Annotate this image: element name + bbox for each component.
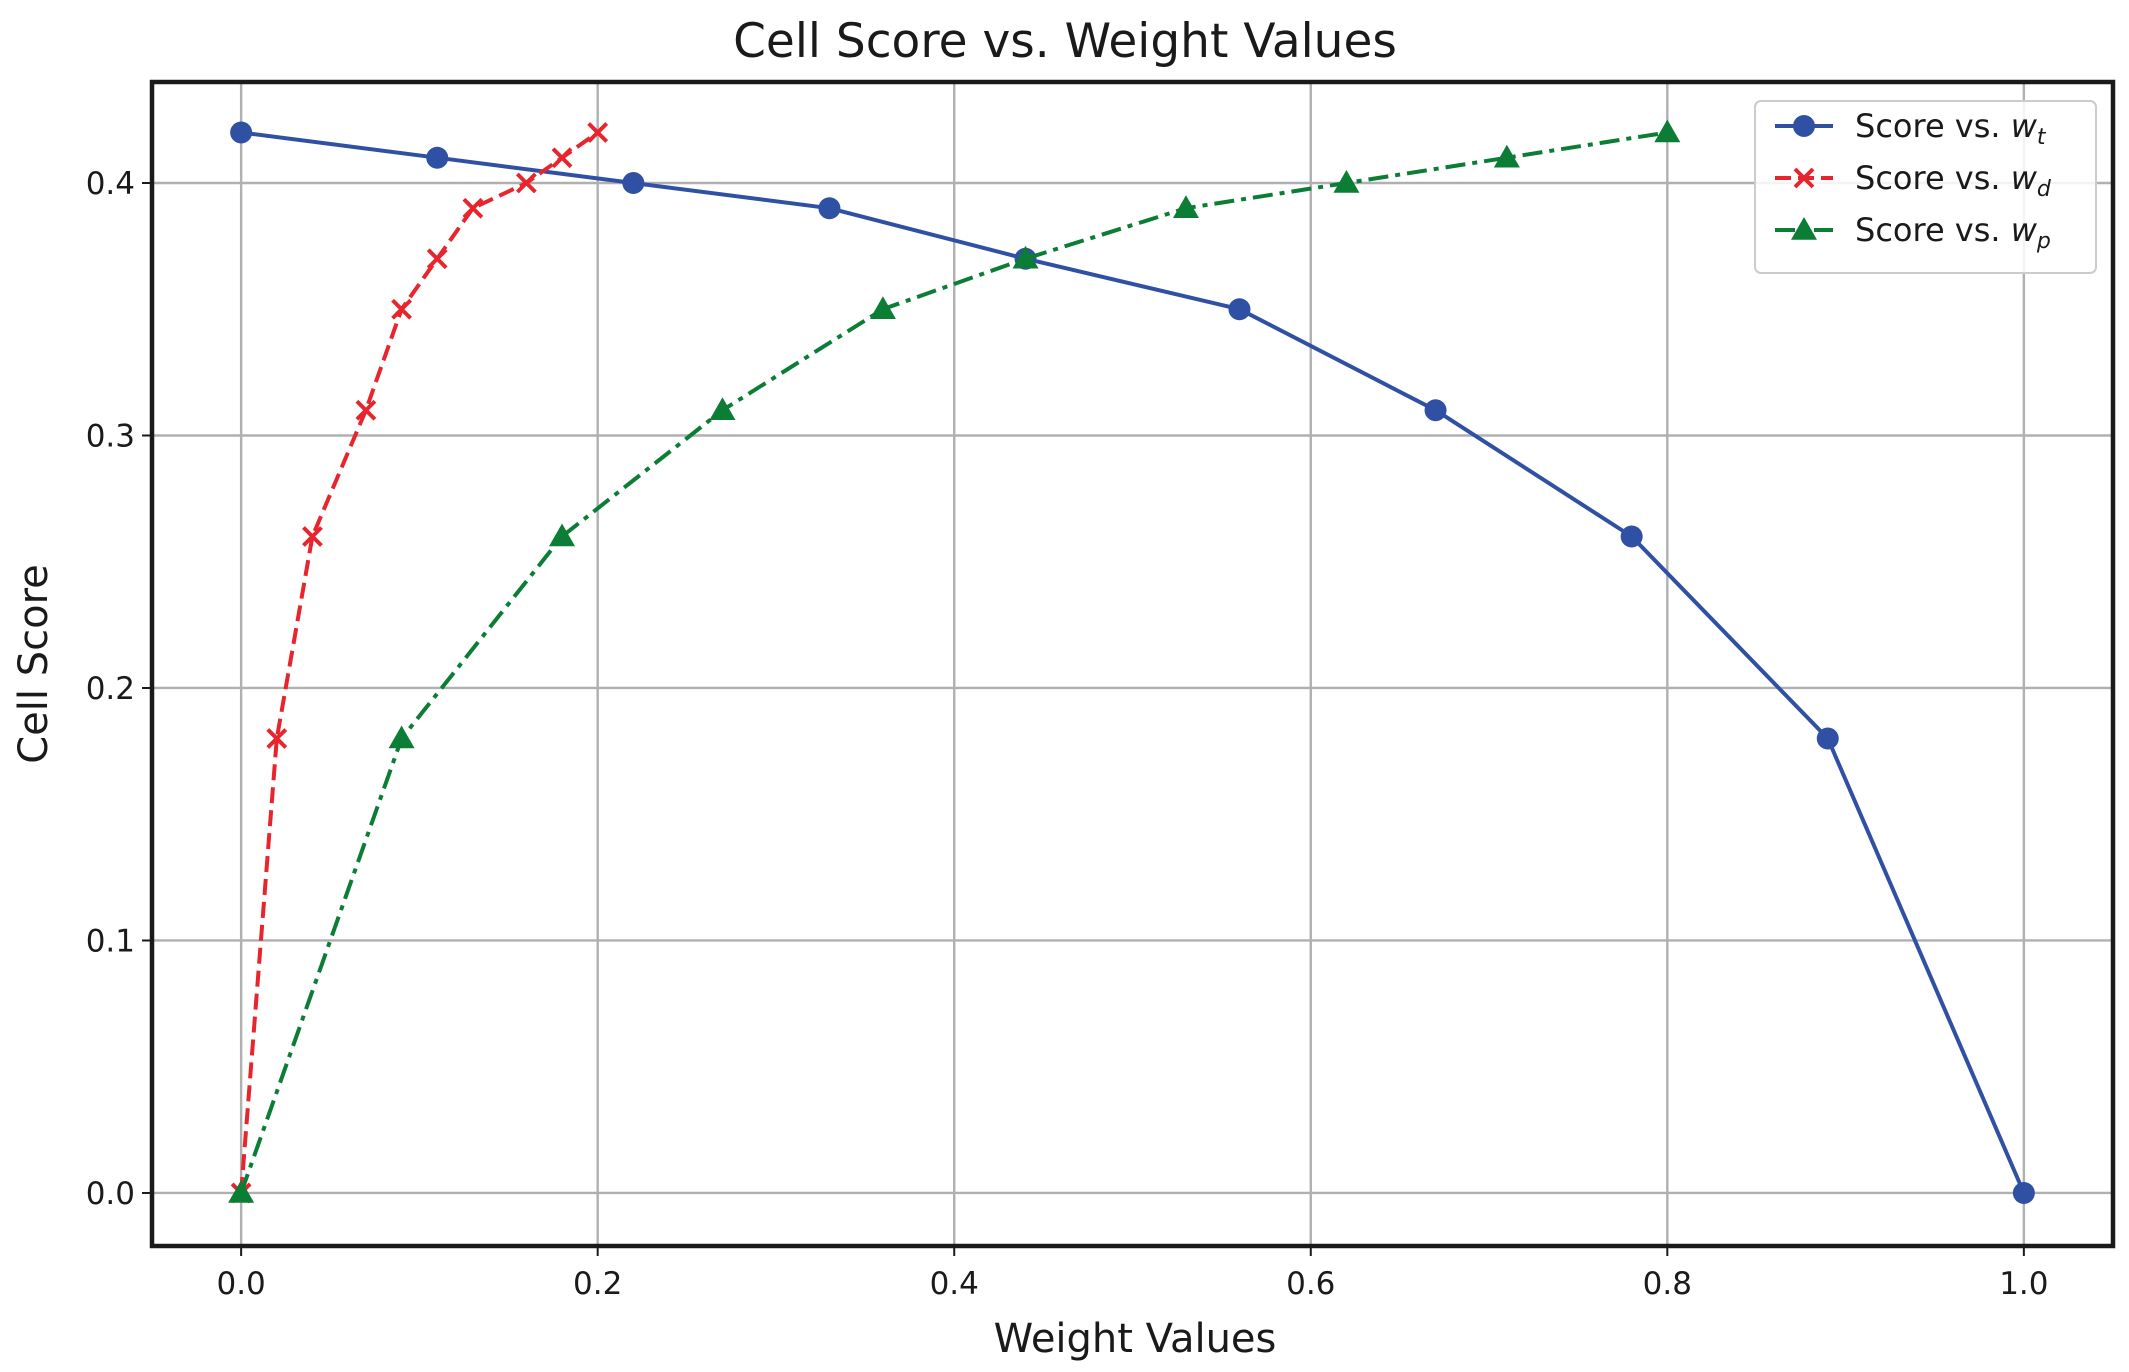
data-point-p-1 — [388, 725, 415, 749]
data-point-p-5 — [1012, 245, 1039, 269]
data-point-t-9 — [2012, 1181, 2035, 1204]
series-line-d — [239, 130, 599, 1194]
data-point-p-0 — [228, 1179, 255, 1203]
data-point-d-5 — [426, 248, 448, 270]
x-tick-label-0: 0.0 — [216, 1266, 265, 1302]
data-point-t-8 — [1816, 727, 1839, 750]
y-tick-label-2: 0.2 — [86, 671, 135, 707]
y-tick-label-0: 0.0 — [86, 1176, 135, 1212]
data-point-t-2 — [622, 171, 645, 194]
legend-box — [1754, 100, 2097, 274]
legend-label-p: Score vs. wp — [1855, 211, 2051, 254]
data-point-d-7 — [515, 172, 537, 194]
data-point-p-7 — [1333, 169, 1360, 193]
data-point-t-6 — [1424, 399, 1447, 422]
data-point-p-8 — [1493, 144, 1520, 168]
data-point-d-8 — [551, 147, 573, 169]
data-point-d-3 — [355, 399, 377, 421]
legend-label-t: Score vs. wt — [1855, 107, 2047, 150]
data-point-d-1 — [266, 728, 288, 749]
data-point-d-9 — [587, 122, 609, 143]
x-tick-label-5: 1.0 — [1999, 1266, 2048, 1302]
x-tick-label-3: 0.6 — [1286, 1266, 1335, 1302]
data-point-d-4 — [391, 298, 412, 320]
data-point-t-1 — [426, 146, 449, 169]
y-axis-label: Cell Score — [11, 564, 57, 764]
data-point-t-7 — [1620, 525, 1643, 548]
data-point-p-4 — [869, 296, 896, 319]
legend: Score vs. wt Score vs. wd Score vs. wp — [1754, 100, 2097, 274]
y-tick-label-4: 0.4 — [86, 166, 135, 202]
series-line-t — [240, 130, 2026, 1194]
x-tick-label-4: 0.8 — [1643, 1266, 1692, 1302]
plot-frame — [149, 79, 2116, 1249]
x-tick-label-1: 0.2 — [573, 1266, 622, 1302]
data-point-p-9 — [1654, 119, 1681, 143]
data-point-d-6 — [462, 197, 484, 219]
data-point-t-3 — [818, 197, 841, 220]
series-t — [230, 121, 2035, 1204]
data-point-p-3 — [709, 397, 736, 420]
series-d — [230, 122, 609, 1204]
x-tick-label-2: 0.4 — [930, 1266, 979, 1302]
y-tick-label-1: 0.1 — [86, 923, 135, 959]
legend-marker-t — [1793, 115, 1815, 137]
legend-marker-p — [1791, 217, 1817, 240]
series-line-p — [239, 130, 1668, 1194]
series-p — [228, 119, 1681, 1203]
legend-label-d: Score vs. wd — [1855, 159, 2052, 202]
legend-marker-d — [1793, 167, 1815, 189]
data-point-t-0 — [230, 121, 253, 144]
grid — [152, 82, 2113, 1246]
y-tick-label-3: 0.3 — [86, 418, 135, 454]
data-point-d-2 — [302, 526, 323, 547]
chart-title: Cell Score vs. Weight Values — [733, 14, 1397, 69]
axis-ticks: 0.0 0.2 0.4 0.6 0.8 1.0 0.0 0.1 0.2 0.3 0.4 — [86, 166, 2049, 1302]
data-point-t-5 — [1228, 298, 1251, 321]
plot-series — [228, 119, 2035, 1204]
data-point-p-6 — [1172, 195, 1199, 218]
data-point-p-2 — [549, 523, 576, 547]
x-axis-label: Weight Values — [994, 1316, 1277, 1362]
